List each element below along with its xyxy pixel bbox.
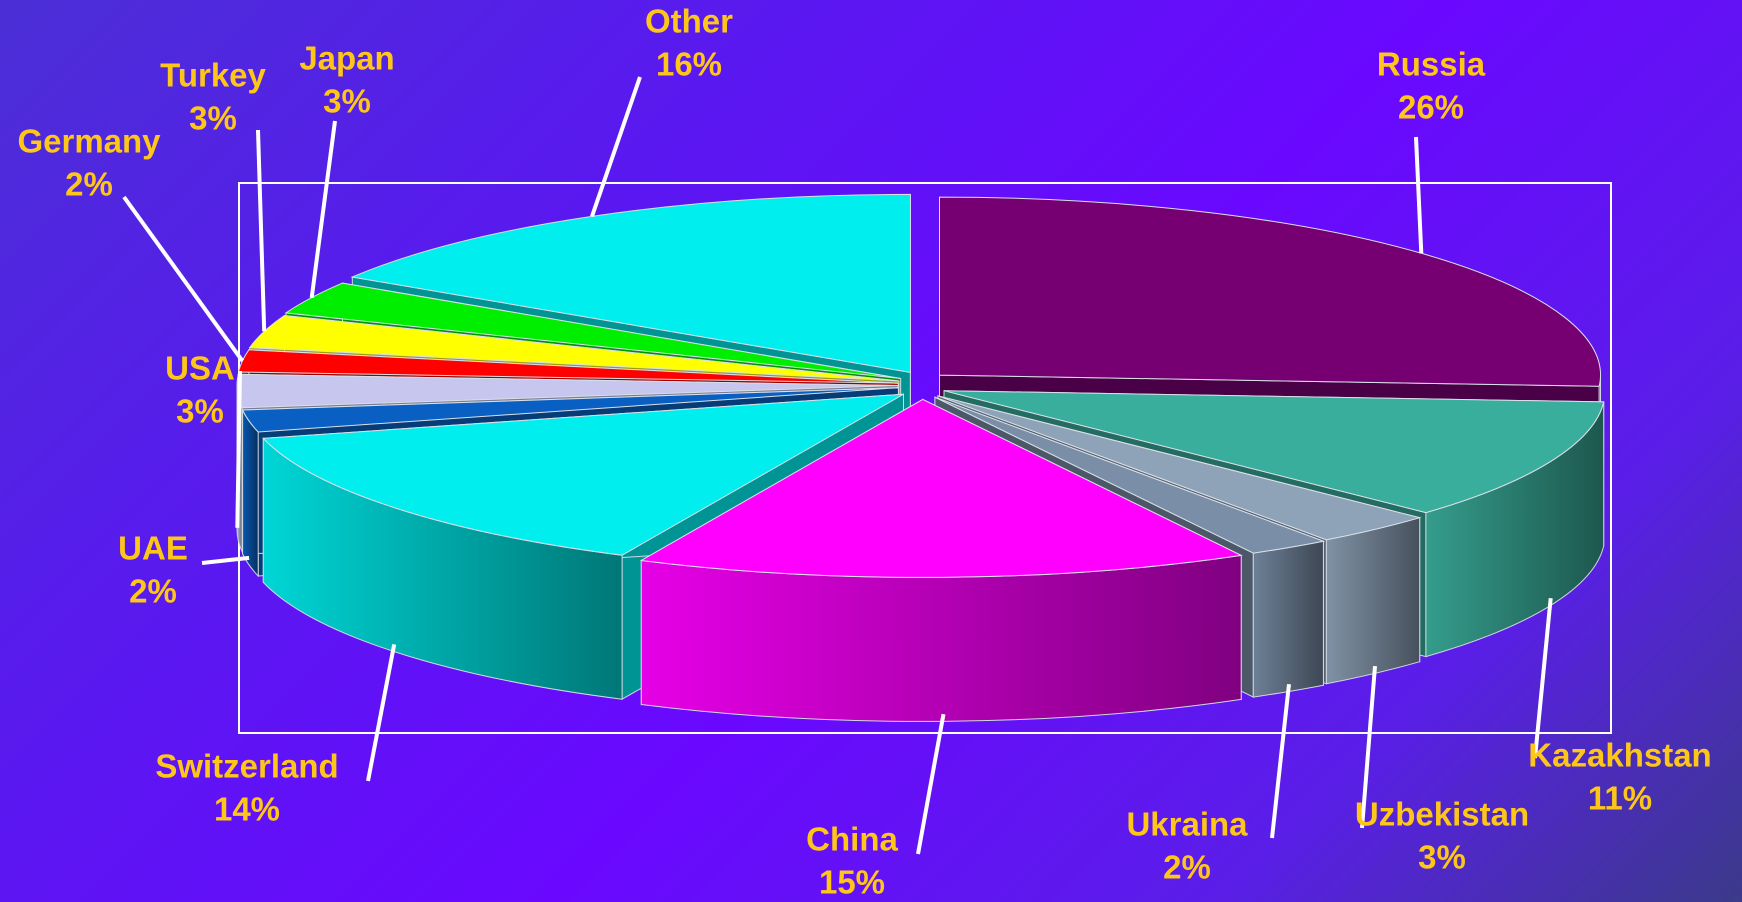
leader-line [235,370,242,528]
slice-value-label: 3% [189,100,237,137]
slice-label: Kazakhstan [1528,737,1711,774]
pie-slice [943,390,1605,514]
slice-value-label: 2% [1163,849,1211,886]
slice-value-label: 11% [1588,780,1652,817]
leader-line [1533,598,1553,759]
slice-label: UAE [118,530,188,567]
slice-value-label: 26% [1398,89,1464,126]
slice-value-label: 14% [214,791,280,828]
leader-line [122,195,245,363]
slice-value-label: 3% [176,393,224,430]
slice-label: Other [645,3,733,40]
pie-slice [262,393,904,556]
slice-label: Ukraina [1126,806,1248,843]
slice-value-label: 3% [323,83,371,120]
slice-label: Russia [1377,46,1486,83]
leader-line [201,555,250,565]
slice-outer-side [1252,540,1324,698]
slice-outer-side [242,409,259,578]
slice-label: Turkey [160,57,266,94]
pie-slice [939,196,1602,387]
leader-line [366,644,397,782]
pie-slice [248,314,900,382]
slice-value-label: 3% [1418,839,1466,876]
leader-line [916,713,946,855]
leader-line [590,76,642,218]
leader-line [1360,665,1377,829]
leader-line [1414,136,1424,254]
slice-label: Japan [299,40,394,77]
slice-label: Uzbekistan [1355,796,1529,833]
slice-outer-side [1325,517,1421,685]
slice-value-label: 2% [129,573,177,610]
slice-value-label: 15% [819,864,885,901]
leader-line [256,129,267,332]
slice-value-label: 16% [656,46,722,83]
pie-slice [639,398,1243,578]
slice-label: Germany [17,123,161,160]
pie-slice [934,396,1326,554]
slice-label: USA [165,350,235,387]
pie-slice [350,193,911,373]
pie-slice [937,395,1422,541]
slice-value-label: 2% [65,166,113,203]
slice-label: China [806,821,898,858]
slice-label: Switzerland [155,748,338,785]
pie-slice [241,387,899,433]
leader-line [309,120,337,298]
leader-line [1270,683,1291,839]
slice-outer-side [640,554,1242,722]
